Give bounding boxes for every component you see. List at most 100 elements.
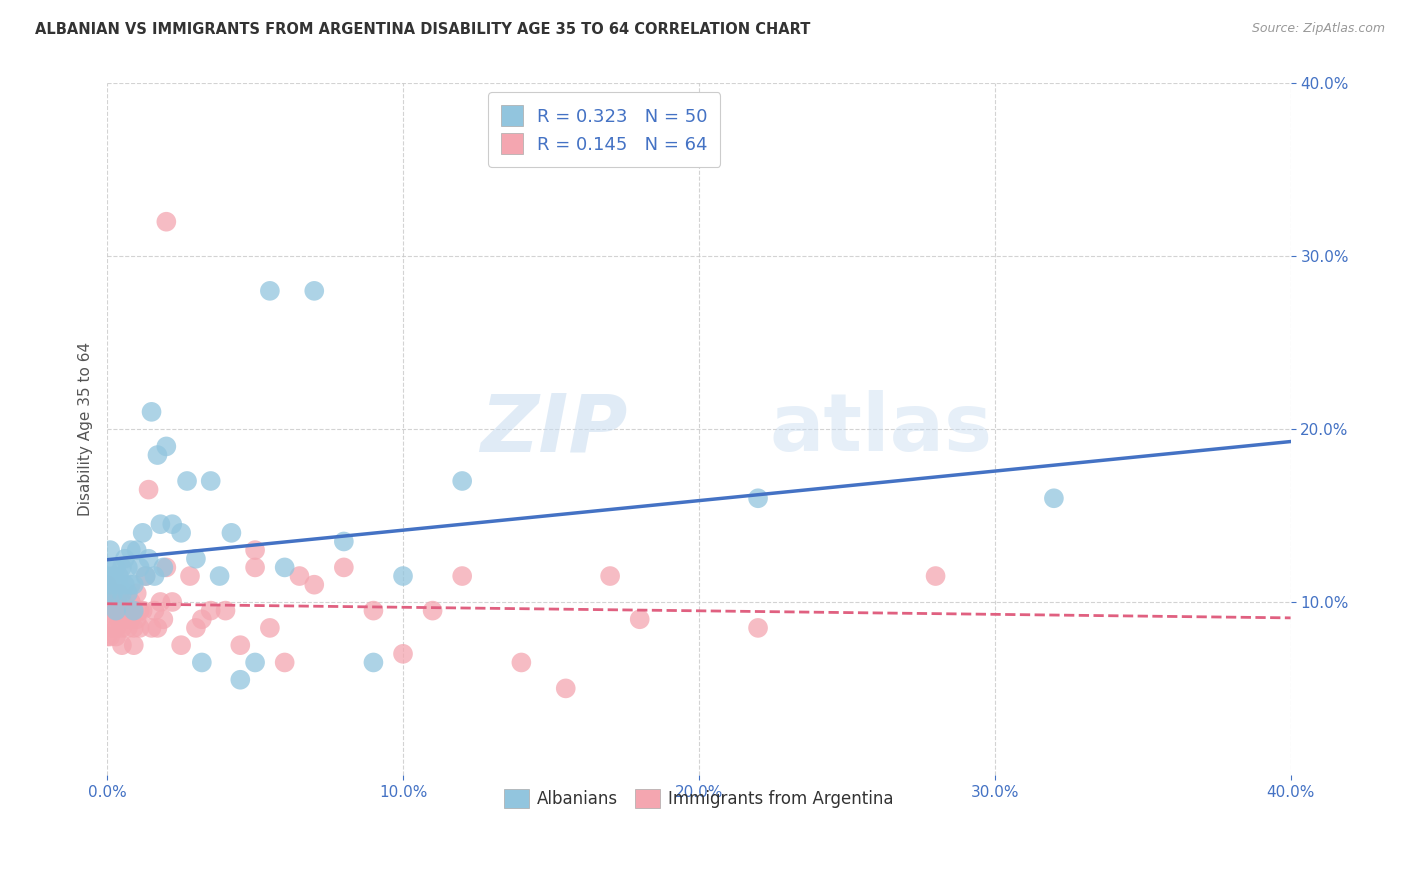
- Point: [108, 604, 131, 618]
- Point: [146, 448, 169, 462]
- Point: [143, 604, 166, 618]
- Point: [162, 595, 184, 609]
- Point: [96, 560, 118, 574]
- Point: [554, 681, 576, 696]
- Point: [105, 621, 128, 635]
- Point: [747, 491, 769, 506]
- Point: [111, 621, 134, 635]
- Point: [149, 595, 172, 609]
- Point: [122, 577, 145, 591]
- Point: [101, 586, 124, 600]
- Point: [599, 569, 621, 583]
- Point: [122, 604, 145, 618]
- Point: [125, 612, 148, 626]
- Point: [117, 560, 139, 574]
- Point: [141, 405, 163, 419]
- Point: [135, 569, 157, 583]
- Point: [96, 577, 118, 591]
- Point: [229, 638, 252, 652]
- Point: [101, 595, 124, 609]
- Point: [98, 577, 121, 591]
- Point: [101, 604, 124, 618]
- Point: [135, 569, 157, 583]
- Point: [451, 569, 474, 583]
- Point: [98, 612, 121, 626]
- Point: [200, 604, 222, 618]
- Point: [111, 586, 134, 600]
- Point: [170, 638, 193, 652]
- Point: [120, 577, 142, 591]
- Point: [243, 543, 266, 558]
- Point: [111, 595, 134, 609]
- Point: [179, 569, 201, 583]
- Point: [243, 560, 266, 574]
- Point: [259, 284, 281, 298]
- Point: [392, 569, 415, 583]
- Text: ALBANIAN VS IMMIGRANTS FROM ARGENTINA DISABILITY AGE 35 TO 64 CORRELATION CHART: ALBANIAN VS IMMIGRANTS FROM ARGENTINA DI…: [35, 22, 810, 37]
- Legend: Albanians, Immigrants from Argentina: Albanians, Immigrants from Argentina: [498, 782, 900, 815]
- Point: [1043, 491, 1066, 506]
- Point: [114, 577, 136, 591]
- Point: [363, 656, 385, 670]
- Point: [184, 551, 207, 566]
- Point: [125, 543, 148, 558]
- Point: [229, 673, 252, 687]
- Point: [120, 543, 142, 558]
- Point: [152, 560, 174, 574]
- Point: [259, 621, 281, 635]
- Point: [117, 604, 139, 618]
- Point: [96, 586, 118, 600]
- Point: [176, 474, 198, 488]
- Point: [333, 560, 356, 574]
- Point: [924, 569, 946, 583]
- Point: [98, 595, 121, 609]
- Point: [96, 630, 118, 644]
- Point: [96, 595, 118, 609]
- Point: [191, 656, 214, 670]
- Point: [131, 525, 153, 540]
- Point: [162, 517, 184, 532]
- Point: [98, 543, 121, 558]
- Point: [108, 577, 131, 591]
- Point: [98, 630, 121, 644]
- Point: [628, 612, 651, 626]
- Point: [184, 621, 207, 635]
- Point: [155, 439, 177, 453]
- Point: [114, 612, 136, 626]
- Point: [111, 560, 134, 574]
- Point: [155, 560, 177, 574]
- Text: atlas: atlas: [770, 390, 993, 468]
- Point: [108, 612, 131, 626]
- Point: [146, 621, 169, 635]
- Point: [117, 621, 139, 635]
- Point: [200, 474, 222, 488]
- Point: [114, 551, 136, 566]
- Point: [304, 284, 326, 298]
- Point: [141, 621, 163, 635]
- Point: [101, 569, 124, 583]
- Y-axis label: Disability Age 35 to 64: Disability Age 35 to 64: [79, 342, 93, 516]
- Point: [392, 647, 415, 661]
- Point: [747, 621, 769, 635]
- Point: [108, 569, 131, 583]
- Point: [510, 656, 533, 670]
- Text: Source: ZipAtlas.com: Source: ZipAtlas.com: [1251, 22, 1385, 36]
- Point: [191, 612, 214, 626]
- Point: [155, 215, 177, 229]
- Point: [214, 604, 236, 618]
- Point: [422, 604, 444, 618]
- Point: [108, 586, 131, 600]
- Point: [105, 604, 128, 618]
- Point: [363, 604, 385, 618]
- Point: [128, 560, 150, 574]
- Point: [96, 604, 118, 618]
- Point: [333, 534, 356, 549]
- Text: ZIP: ZIP: [481, 390, 628, 468]
- Point: [96, 569, 118, 583]
- Point: [120, 612, 142, 626]
- Point: [101, 621, 124, 635]
- Point: [288, 569, 311, 583]
- Point: [122, 638, 145, 652]
- Point: [170, 525, 193, 540]
- Point: [304, 577, 326, 591]
